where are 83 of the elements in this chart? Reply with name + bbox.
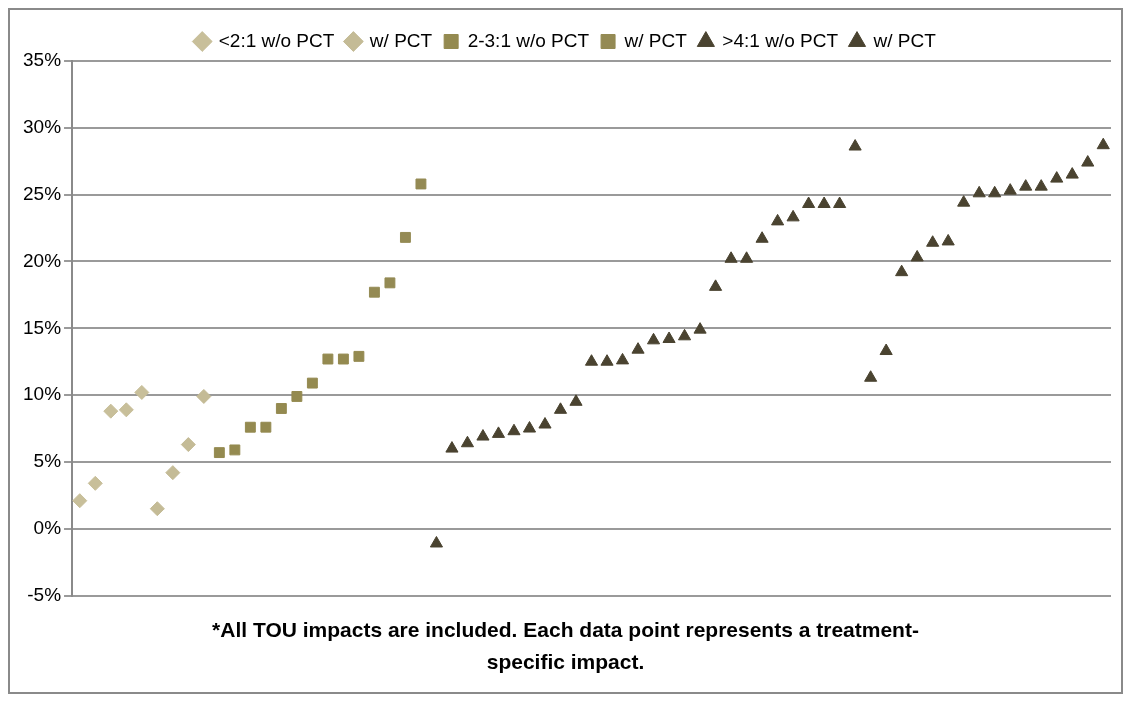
legend-label: >4:1 w/o PCT — [722, 29, 839, 51]
point — [445, 441, 459, 453]
point — [134, 384, 150, 400]
point — [553, 402, 568, 414]
point — [1003, 183, 1017, 195]
point — [631, 342, 645, 354]
point — [415, 178, 427, 190]
point — [353, 350, 365, 362]
point — [306, 377, 318, 389]
point — [507, 423, 521, 436]
y-tick-label: 30% — [23, 116, 62, 138]
point — [864, 370, 878, 382]
point — [1065, 167, 1079, 179]
point — [538, 417, 552, 429]
point — [972, 185, 986, 198]
point — [1019, 179, 1033, 191]
point — [771, 213, 785, 226]
point — [460, 435, 475, 448]
point — [910, 249, 924, 262]
y-tick-label: 15% — [23, 316, 62, 338]
y-tick-label: 0% — [33, 517, 62, 539]
point — [87, 475, 103, 491]
y-tick-label: -5% — [27, 583, 62, 605]
point — [584, 354, 599, 366]
point — [103, 403, 119, 419]
point — [833, 196, 847, 209]
point — [895, 264, 909, 277]
point — [244, 421, 256, 433]
point — [260, 421, 272, 433]
point — [957, 195, 971, 207]
text: *All TOU impacts are included. Each data point represents a treatment-specific impact. — [211, 617, 920, 675]
point — [646, 332, 661, 345]
point — [988, 185, 1002, 198]
point — [213, 447, 225, 459]
point — [615, 352, 630, 365]
point — [926, 235, 940, 247]
y-tick-label: 35% — [23, 49, 62, 71]
point — [817, 196, 831, 209]
point — [755, 231, 769, 243]
point — [229, 444, 241, 456]
point — [491, 426, 506, 438]
legend-label: w/ PCT — [872, 29, 937, 51]
point — [724, 251, 738, 263]
point — [476, 429, 490, 441]
point — [802, 196, 816, 209]
point — [118, 402, 134, 418]
legend-label: 2-3:1 w/o PCT — [467, 29, 590, 51]
point — [740, 251, 754, 263]
legend-label: <2:1 w/o PCT — [218, 29, 335, 51]
point — [337, 353, 349, 365]
point — [399, 231, 411, 243]
point — [569, 394, 583, 406]
point — [709, 279, 723, 291]
point — [429, 535, 444, 548]
point — [275, 403, 287, 414]
point — [879, 343, 893, 356]
point — [693, 322, 707, 334]
point — [149, 501, 165, 517]
point — [677, 328, 692, 341]
legend-label: w/ PCT — [368, 29, 433, 51]
point — [322, 353, 334, 365]
point — [384, 277, 396, 289]
point — [848, 139, 862, 151]
point — [1034, 179, 1048, 191]
y-tick-label: 20% — [23, 249, 62, 271]
y-tick-label: 25% — [23, 182, 62, 204]
y-tick-label: 5% — [33, 450, 62, 472]
point — [180, 437, 196, 453]
point — [662, 331, 676, 343]
point — [600, 354, 614, 366]
point — [368, 286, 380, 298]
point — [291, 391, 303, 402]
point — [165, 465, 181, 481]
legend-label: w/ PCT — [623, 29, 688, 51]
point — [786, 209, 800, 222]
point — [72, 493, 88, 509]
point — [941, 233, 955, 246]
point — [196, 388, 212, 404]
point — [522, 421, 537, 433]
point — [1081, 155, 1095, 167]
y-tick-label: 10% — [23, 383, 62, 405]
point — [1050, 171, 1064, 183]
point — [1096, 137, 1110, 150]
